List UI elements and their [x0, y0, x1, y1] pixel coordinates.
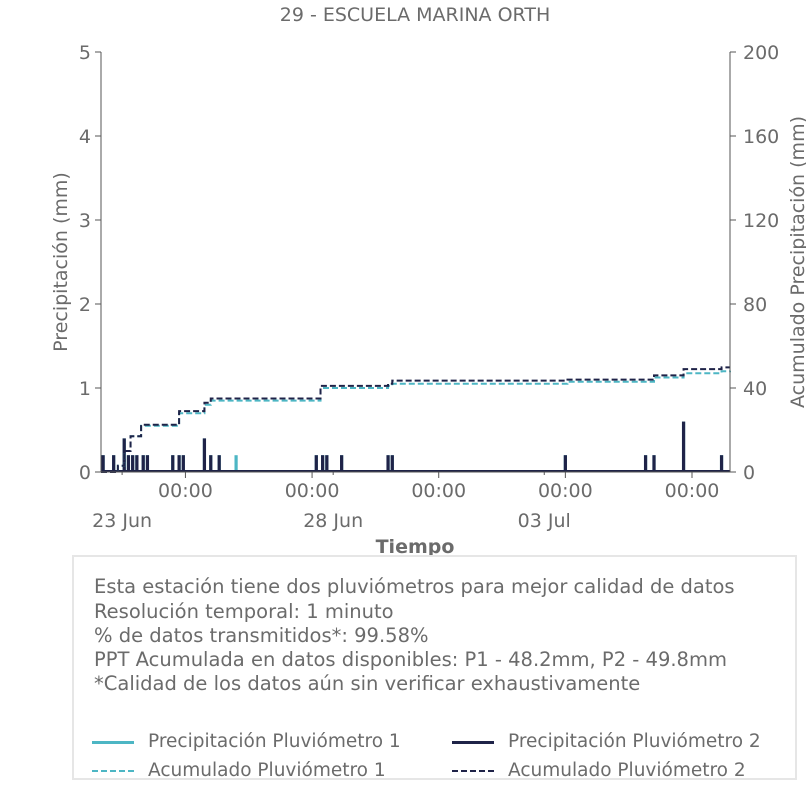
y-right-tick-label: 80 — [743, 294, 767, 316]
precip-bar — [390, 455, 394, 472]
precip-bar — [209, 455, 213, 472]
legend-label-a1: Acumulado Pluviómetro 1 — [148, 760, 386, 781]
y-right-tick-label: 40 — [743, 378, 767, 400]
info-box: Esta estación tiene dos pluviómetros par… — [72, 555, 797, 781]
chart-title: 29 - ESCUELA MARINA ORTH — [280, 4, 551, 26]
precip-bar — [321, 455, 325, 472]
y-left-tick-label: 4 — [79, 126, 91, 148]
legend-label-p2: Precipitación Pluviómetro 2 — [508, 731, 761, 752]
legend-swatch-p1 — [92, 741, 134, 744]
legend-label-p1: Precipitación Pluviómetro 1 — [148, 731, 401, 752]
x-tick-label: 00:00 — [411, 480, 466, 502]
cumulative-line-p1 — [101, 370, 731, 473]
precip-bar — [217, 455, 221, 472]
x-tick-label: 00:00 — [538, 480, 593, 502]
precip-bar — [386, 455, 390, 472]
y-axis-left-label: Precipitación (mm) — [50, 172, 72, 352]
rain-chart: 29 - ESCUELA MARINA ORTH 0 1 2 3 4 5 0 40 80 120 1… — [50, 4, 806, 558]
x-tick-label: 00:00 — [158, 480, 213, 502]
y-right-tick-label: 200 — [743, 42, 779, 64]
precip-bar — [234, 455, 238, 472]
x-date-label: 23 Jun — [92, 510, 152, 532]
legend-label-a2: Acumulado Pluviómetro 2 — [508, 760, 746, 781]
bars-pluviometro-2 — [101, 421, 730, 472]
y-left-tick-label: 0 — [79, 462, 91, 484]
legend-swatch-a2 — [452, 770, 494, 772]
precip-bar — [652, 455, 656, 472]
axes: 0 1 2 3 4 5 0 40 80 120 160 200 00:00 00:00 00:00 00:00… — [79, 42, 779, 532]
info-line-dual-gauge: Esta estación tiene dos pluviómetros par… — [94, 575, 735, 598]
precip-bar — [681, 421, 686, 472]
y-right-tick-label: 120 — [743, 210, 779, 232]
precip-bar — [101, 455, 105, 472]
y-right-tick-label: 160 — [743, 126, 779, 148]
precip-bar — [145, 455, 150, 472]
precip-bar — [202, 438, 207, 472]
y-left-tick-label: 2 — [79, 294, 91, 316]
precip-bar — [141, 455, 145, 472]
y-left-tick-label: 5 — [79, 42, 91, 64]
precip-bar — [131, 455, 135, 472]
precip-bar — [325, 455, 329, 472]
precip-bar — [171, 455, 175, 472]
precip-bar — [177, 455, 181, 472]
legend-swatch-p2 — [452, 741, 494, 744]
legend-swatch-a1 — [92, 770, 134, 772]
y-left-tick-label: 1 — [79, 378, 91, 400]
precip-bar — [112, 455, 116, 472]
precip-bar — [135, 455, 139, 472]
y-right-tick-label: 0 — [743, 462, 755, 484]
x-axis-label: Tiempo — [376, 536, 455, 558]
info-line-transmitted: % de datos transmitidos*: 99.58% — [94, 624, 429, 647]
cumulative-line-p2 — [101, 366, 730, 473]
bars-pluviometro-1 — [101, 421, 724, 472]
precip-bar — [181, 455, 185, 472]
x-date-label: 28 Jun — [303, 510, 363, 532]
x-tick-label: 00:00 — [665, 480, 720, 502]
info-line-quality-note: *Calidad de los datos aún sin verificar … — [94, 672, 641, 695]
precip-bar — [314, 455, 318, 472]
info-line-accumulated: PPT Acumulada en datos disponibles: P1 -… — [94, 648, 727, 671]
y-left-tick-label: 3 — [79, 210, 91, 232]
x-tick-label: 00:00 — [285, 480, 340, 502]
info-line-resolution: Resolución temporal: 1 minuto — [94, 600, 394, 623]
cumulative-lines — [101, 366, 731, 473]
precip-bar — [126, 455, 131, 472]
y-axis-right-label: Acumulado Precipitación (mm) — [787, 116, 806, 408]
precip-bar — [563, 455, 567, 472]
precip-bar — [340, 455, 344, 472]
x-date-label: 03 Jul — [518, 510, 571, 532]
precip-bar — [643, 455, 648, 472]
precip-bar — [719, 455, 724, 472]
